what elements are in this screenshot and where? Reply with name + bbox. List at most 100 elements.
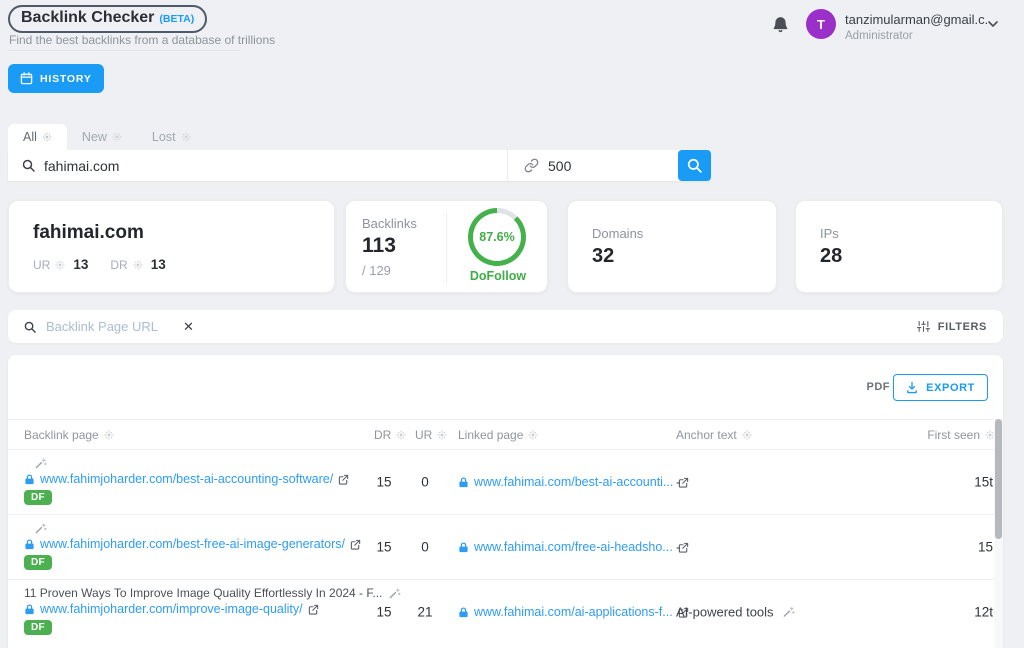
domains-count: 32 [592, 245, 615, 267]
anchor-text-cell: AI-powered tools [676, 605, 795, 620]
backlinks-card: Backlinks 113 / 129 87.6% DoFollow [345, 200, 548, 293]
ips-card: IPs 28 [795, 200, 1003, 293]
tab-all[interactable]: All [8, 124, 67, 150]
avatar-initial: T [817, 16, 825, 32]
tab-lost[interactable]: Lost [137, 124, 206, 150]
site-metrics: UR 13 DR 13 [33, 257, 166, 272]
external-link-icon[interactable] [308, 604, 319, 615]
pdf-button[interactable]: PDF [866, 381, 890, 393]
linked-page-cell: www.fahimai.com/best-ai-accounti... [458, 475, 689, 489]
domains-card: Domains 32 [567, 200, 777, 293]
backlink-page-cell: www.fahimjoharder.com/best-free-ai-image… [24, 521, 374, 570]
magic-wand-icon[interactable] [782, 606, 795, 619]
search-button[interactable] [678, 150, 711, 181]
column-dr[interactable]: DR [374, 428, 406, 442]
column-label: Backlink page [24, 428, 99, 442]
column-label: UR [415, 428, 433, 442]
tab-label: All [23, 130, 37, 144]
column-ur[interactable]: UR [415, 428, 447, 442]
hint-icon [528, 430, 539, 440]
tab-label: New [81, 130, 107, 144]
hint-icon [396, 430, 406, 440]
filters-label: FILTERS [937, 320, 987, 333]
history-button[interactable]: HISTORY [8, 64, 104, 93]
table-body: www.fahimjoharder.com/best-ai-accounting… [8, 449, 1003, 644]
ur-value: 13 [73, 257, 89, 272]
table-row: 11 Proven Ways To Improve Image Quality … [8, 579, 1003, 644]
backlink-url-link[interactable]: www.fahimjoharder.com/best-ai-accounting… [40, 472, 334, 486]
divider [507, 150, 508, 181]
filters-button[interactable]: FILTERS [916, 320, 987, 333]
hint-icon [133, 259, 143, 270]
hint-icon [42, 132, 52, 142]
column-linked-page[interactable]: Linked page [458, 428, 539, 442]
backlink-url-link[interactable]: www.fahimjoharder.com/best-free-ai-image… [40, 537, 345, 551]
hint-icon [104, 430, 114, 440]
page-subtitle: Find the best backlinks from a database … [9, 33, 276, 47]
divider [446, 213, 447, 283]
column-backlink-page[interactable]: Backlink page [24, 428, 114, 442]
scrollbar-thumb[interactable] [995, 419, 1002, 539]
anchor-text-cell: - [676, 540, 680, 555]
dr-metric: DR 13 [110, 257, 165, 272]
dr-value: 15 [376, 474, 392, 490]
column-first-seen[interactable]: First seen [927, 428, 995, 442]
hint-icon [437, 430, 447, 440]
table-row: www.fahimjoharder.com/best-free-ai-image… [8, 514, 1003, 579]
app-title-pill: Backlink Checker (BETA) [8, 5, 208, 33]
column-label: First seen [927, 428, 980, 442]
link-limit-input[interactable] [548, 157, 608, 174]
column-anchor-text[interactable]: Anchor text [676, 428, 752, 442]
linked-page-cell: www.fahimai.com/ai-applications-f... [458, 605, 689, 619]
linked-url-link[interactable]: www.fahimai.com/free-ai-headsho... [474, 540, 673, 554]
first-seen-value: 15t [974, 474, 993, 490]
ur-metric: UR 13 [33, 257, 88, 272]
linked-url-link[interactable]: www.fahimai.com/ai-applications-f... [474, 605, 673, 619]
domain-search-input[interactable] [44, 157, 499, 174]
hint-icon [112, 132, 122, 142]
magic-wand-icon[interactable] [34, 522, 47, 535]
search-icon [22, 159, 35, 172]
magic-wand-icon[interactable] [388, 587, 402, 600]
bell-icon[interactable] [772, 16, 789, 34]
export-label: EXPORT [926, 381, 975, 394]
anchor-text: AI-powered tools [676, 604, 774, 620]
clear-filter-icon[interactable]: ✕ [183, 318, 194, 334]
avatar[interactable]: T [806, 9, 836, 39]
linked-url-link[interactable]: www.fahimai.com/best-ai-accounti... [474, 475, 674, 489]
dofollow-badge: DF [24, 620, 52, 635]
lock-icon [25, 538, 34, 549]
chevron-down-icon[interactable] [988, 21, 998, 28]
dofollow-donut-chart: 87.6% [468, 208, 526, 266]
ur-value: 21 [417, 604, 433, 620]
sliders-icon [916, 321, 930, 332]
backlink-page-cell: www.fahimjoharder.com/best-ai-accounting… [24, 456, 374, 505]
column-label: Linked page [458, 428, 524, 442]
backlink-url-link[interactable]: www.fahimjoharder.com/improve-image-qual… [40, 602, 303, 616]
table-scrollbar[interactable] [994, 419, 1003, 648]
backlinks-label: Backlinks [362, 216, 417, 231]
header-divider [8, 50, 240, 51]
hint-icon [55, 259, 65, 270]
dr-value: 15 [376, 604, 392, 620]
lock-icon [459, 606, 468, 617]
lock-icon [459, 541, 468, 552]
external-link-icon[interactable] [350, 539, 361, 550]
export-button[interactable]: EXPORT [893, 374, 988, 401]
external-link-icon[interactable] [338, 474, 349, 485]
beta-badge: (BETA) [159, 13, 195, 25]
tab-new[interactable]: New [67, 124, 137, 150]
first-seen-value: 12t [974, 604, 993, 620]
hint-icon [180, 132, 191, 142]
backlinks-total: / 129 [362, 263, 391, 278]
domain-search-bar [8, 150, 711, 181]
page-title: Backlink Checker [21, 9, 155, 26]
backlinks-count: 113 [362, 234, 396, 257]
ur-value: 0 [421, 474, 429, 490]
tab-label: Lost [151, 130, 176, 144]
column-label: Anchor text [676, 428, 737, 442]
backlink-url-filter-input[interactable] [46, 319, 171, 334]
lock-icon [25, 603, 34, 614]
results-table-card: PDF EXPORT Backlink page DR UR Linked pa… [8, 355, 1003, 648]
magic-wand-icon[interactable] [34, 457, 47, 470]
